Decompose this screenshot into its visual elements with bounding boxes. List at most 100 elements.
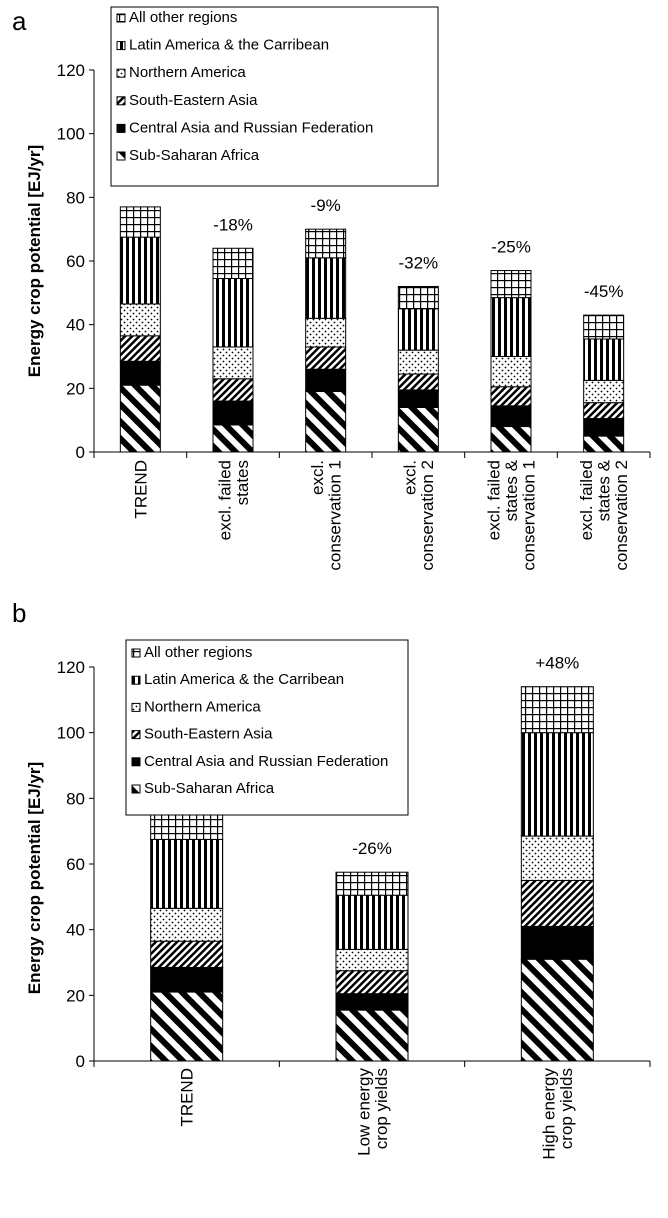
y-tick-label: 60	[66, 855, 85, 874]
bar-segment-sub-saharan-africa	[490, 426, 532, 453]
legend-swatch	[131, 784, 141, 794]
x-tick-label: conservation 2	[612, 460, 631, 571]
x-tick-label: conservation 1	[520, 460, 539, 571]
bar-segment-all-other-regions	[397, 285, 439, 310]
bar-segment-all-other-regions	[583, 314, 625, 340]
y-tick-label: 0	[76, 443, 85, 462]
percent-change-label: -45%	[584, 282, 624, 301]
percent-change-label: -18%	[213, 215, 253, 234]
bar-segment-central-asia-and-russian-federation	[397, 389, 439, 408]
bar-segment-south-eastern-asia	[335, 970, 409, 995]
bar-segment-central-asia-and-russian-federation	[583, 418, 625, 437]
x-tick-label: excl. failed	[577, 460, 596, 540]
percent-change-label: -26%	[352, 839, 392, 858]
y-tick-label: 100	[57, 125, 85, 144]
percent-annotations: -26% +48%	[352, 654, 579, 859]
x-tick-label: conservation 2	[418, 460, 437, 571]
legend-swatch	[131, 730, 141, 740]
bar-segment-central-asia-and-russian-federation	[150, 966, 224, 993]
y-axis-label: Energy crop potential [EJ/yr]	[25, 145, 44, 377]
bar-segment-latin-america-the-carribean	[212, 278, 254, 348]
x-tick-label: TREND	[178, 1068, 197, 1127]
bar-segment-south-eastern-asia	[583, 402, 625, 420]
legend-label: Northern America	[144, 698, 261, 715]
bar-segment-all-other-regions	[212, 247, 254, 280]
legend-label: Central Asia and Russian Federation	[144, 753, 388, 770]
bar-segment-northern-america	[335, 948, 409, 972]
bar-segment-south-eastern-asia	[490, 386, 532, 407]
legend-box	[110, 6, 439, 187]
bar-segment-south-eastern-asia	[305, 346, 347, 370]
y-tick-label: 120	[57, 61, 85, 80]
legend-label: Latin America & the Carribean	[144, 671, 344, 688]
bar-segment-northern-america	[397, 349, 439, 375]
bar-segment-latin-america-the-carribean	[335, 894, 409, 950]
bar-segment-sub-saharan-africa	[520, 958, 594, 1062]
legend-swatch	[131, 757, 141, 767]
bar-segment-sub-saharan-africa	[150, 991, 224, 1062]
bar-segment-all-other-regions	[119, 206, 161, 238]
bar-segment-latin-america-the-carribean	[119, 236, 161, 305]
x-tick-label: excl. failed	[485, 460, 504, 540]
panel-label: a	[12, 6, 27, 36]
bar-segment-south-eastern-asia	[119, 335, 161, 362]
y-tick-label: 60	[66, 252, 85, 271]
x-tick-label: Low energy	[354, 1068, 373, 1156]
bar-segment-sub-saharan-africa	[335, 1009, 409, 1062]
chart-panel-b: b Energy crop potential [EJ/yr] 0 20 40 60 8…	[12, 598, 651, 1160]
bar-segment-northern-america	[212, 346, 254, 380]
bar-segment-latin-america-the-carribean	[150, 838, 224, 909]
bar-segment-sub-saharan-africa	[397, 406, 439, 453]
bar-segment-northern-america	[119, 303, 161, 337]
legend-swatch	[116, 13, 126, 23]
legend-swatch	[131, 648, 141, 658]
legend-label: South-Eastern Asia	[144, 726, 273, 743]
x-tick-label: conservation 1	[325, 460, 344, 571]
percent-change-label: +48%	[535, 654, 579, 673]
y-tick-label: 80	[66, 789, 85, 808]
bar-segment-sub-saharan-africa	[212, 424, 254, 453]
legend-label: Central Asia and Russian Federation	[129, 119, 373, 136]
bars	[119, 206, 625, 453]
bar-segment-central-asia-and-russian-federation	[335, 993, 409, 1011]
bar-segment-latin-america-the-carribean	[490, 297, 532, 358]
legend-swatch	[116, 96, 126, 106]
legend-swatch	[131, 675, 141, 685]
x-tick-label: states	[233, 460, 252, 505]
bars	[150, 686, 594, 1062]
legend-swatch	[116, 68, 126, 78]
bar-segment-central-asia-and-russian-federation	[212, 400, 254, 426]
bar-segment-northern-america	[583, 379, 625, 404]
percent-change-label: -9%	[311, 196, 341, 215]
x-tick-label: states &	[595, 459, 614, 521]
x-tick-label: TREND	[131, 460, 150, 519]
legend-label: Latin America & the Carribean	[129, 37, 329, 54]
y-tick-label: 40	[66, 921, 85, 940]
y-tick-label: 40	[66, 316, 85, 335]
percent-annotations: -18% -9% -32% -25% -45%	[213, 196, 623, 301]
legend-label: South-Eastern Asia	[129, 92, 258, 109]
bar-segment-northern-america	[490, 356, 532, 388]
legend: All other regions Latin America & the Car…	[110, 6, 439, 187]
x-tick-label: excl. failed	[215, 460, 234, 540]
legend-swatch	[131, 702, 141, 712]
x-tick-label: states &	[502, 459, 521, 521]
y-axis-label: Energy crop potential [EJ/yr]	[25, 762, 44, 994]
chart-panel-a: a Energy crop potential [EJ/yr] 0 20 40 60 8…	[12, 6, 651, 571]
y-tick-label: 100	[57, 724, 85, 743]
bar-segment-all-other-regions	[490, 270, 532, 299]
bar-segment-latin-america-the-carribean	[305, 257, 347, 319]
bar-segment-south-eastern-asia	[397, 373, 439, 391]
y-tick-label: 0	[76, 1052, 85, 1071]
x-tick-label: excl.	[308, 460, 327, 495]
legend-label: All other regions	[144, 644, 252, 661]
legend: All other regions Latin America & the Car…	[125, 639, 409, 816]
percent-change-label: -25%	[491, 238, 531, 257]
bar-segment-sub-saharan-africa	[119, 384, 161, 453]
y-tick-label: 80	[66, 188, 85, 207]
x-tick-label: High energy	[540, 1068, 559, 1160]
y-tick-label: 20	[66, 986, 85, 1005]
bar-segment-south-eastern-asia	[150, 940, 224, 968]
